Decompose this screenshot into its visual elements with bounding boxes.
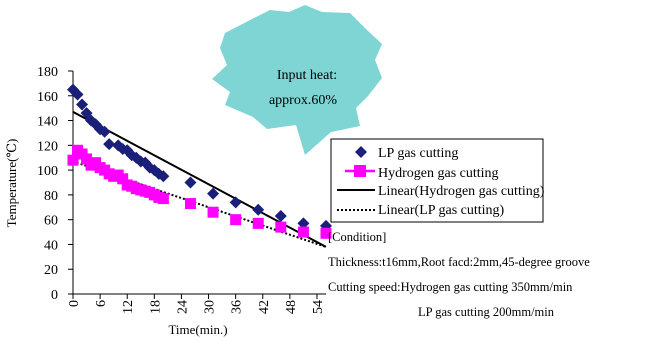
hydrogen-gas-point [297,226,309,238]
legend-hydrogen-gas: Hydrogen gas cutting [378,166,499,181]
x-tick-label: 0 [67,300,82,307]
x-tick-label: 54 [311,300,326,314]
lp-gas-point [184,176,197,189]
lp-gas-point [76,98,89,111]
x-tick-label: 6 [94,300,109,307]
legend-diamond-icon [355,146,367,158]
y-tick-label: 100 [37,164,58,179]
hydrogen-gas-point [81,153,93,165]
data-points [67,83,332,239]
legend-linear-lp: Linear(LP gas cutting) [378,203,505,218]
lp-gas-point [207,187,220,200]
legend-lp-gas: LP gas cutting [378,146,458,161]
y-tick-label: 60 [44,214,58,229]
condition-thickness: Thickness:t16mm,Root facd:2mm,45-degree … [328,255,590,269]
hydrogen-gas-point [320,227,332,239]
x-tick-label: 24 [175,300,190,314]
legend-linear-hydrogen: Linear(Hydrogen gas cutting) [378,184,545,199]
legend: LP gas cutting Hydrogen gas cutting Line… [330,138,545,223]
hydrogen-gas-point [252,217,264,229]
lp-gas-point [274,209,287,222]
annotation-line-1: Input heat: [277,68,337,83]
lp-gas-point [252,203,265,216]
hydrogen-gas-point [184,198,196,210]
lp-gas-point [103,138,116,151]
y-tick-label: 20 [44,263,58,278]
lp-gas-point [297,217,310,230]
condition-heading: [Condition] [328,230,387,244]
condition-cutting-speed: Cutting speed:Hydrogen gas cutting 350mm… [328,280,573,294]
hydrogen-gas-point [230,214,242,226]
condition-lp-speed: LP gas cutting 200mm/min [418,305,554,319]
hydrogen-gas-point [275,221,287,233]
x-tick-label: 30 [203,300,218,314]
legend-box [330,138,544,223]
lp-gas-point [71,88,84,101]
y-tick-label: 140 [37,115,58,130]
x-axis-label: Time(min.) [168,322,227,337]
hydrogen-gas-point [117,173,129,185]
y-tick-label: 0 [51,288,58,303]
x-tick-label: 48 [284,300,299,314]
y-tick-label: 40 [44,238,58,253]
lp-gas-point [98,125,111,138]
x-tick-label: 42 [257,300,272,314]
hydrogen-gas-point [207,206,219,218]
annotation-line-2: approx.60% [269,93,337,108]
y-tick-label: 80 [44,189,58,204]
x-tick-label: 18 [148,300,163,314]
x-tick-label: 12 [121,300,136,314]
lp-gas-point [157,170,170,183]
hydrogen-gas-point [67,154,79,166]
legend-square-icon [354,165,366,177]
x-tick-label: 36 [230,300,245,314]
input-heat-starburst [212,5,382,155]
axis-ticks: 0 20 40 60 80 100 120 140 160 180 0 6 12 18 24 30 36 42 48… [37,65,326,314]
hydrogen-gas-point [157,193,169,205]
y-tick-label: 180 [37,65,58,80]
y-tick-label: 160 [37,90,58,105]
lp-gas-point [229,196,242,209]
y-axis-label: Temperature(℃) [4,139,19,228]
y-tick-label: 120 [37,139,58,154]
